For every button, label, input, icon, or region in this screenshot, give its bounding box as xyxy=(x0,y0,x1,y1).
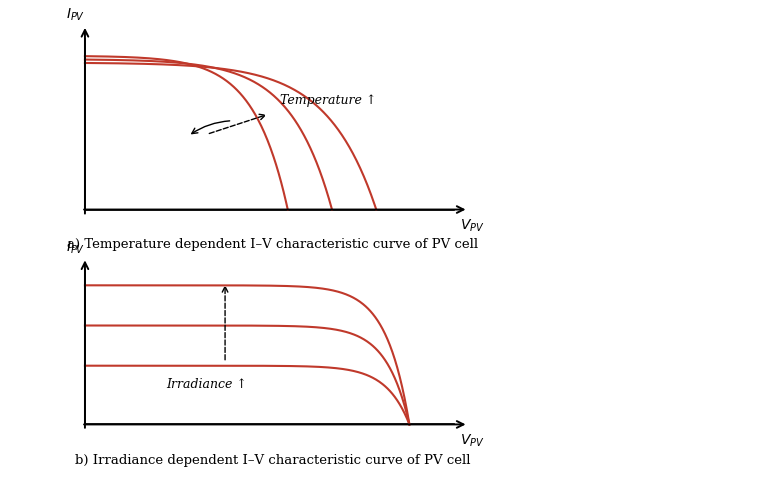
Text: $I_{PV}$: $I_{PV}$ xyxy=(66,240,85,256)
Text: Irradiance ↑: Irradiance ↑ xyxy=(166,378,247,391)
Text: $I_{PV}$: $I_{PV}$ xyxy=(66,7,85,24)
Text: $V_{PV}$: $V_{PV}$ xyxy=(460,218,484,234)
Text: Temperature ↑: Temperature ↑ xyxy=(280,94,377,107)
Text: b) Irradiance dependent I–V characteristic curve of PV cell: b) Irradiance dependent I–V characterist… xyxy=(75,454,471,467)
Text: $V_{PV}$: $V_{PV}$ xyxy=(460,432,484,449)
Text: a) Temperature dependent I–V characteristic curve of PV cell: a) Temperature dependent I–V characteris… xyxy=(67,238,479,251)
